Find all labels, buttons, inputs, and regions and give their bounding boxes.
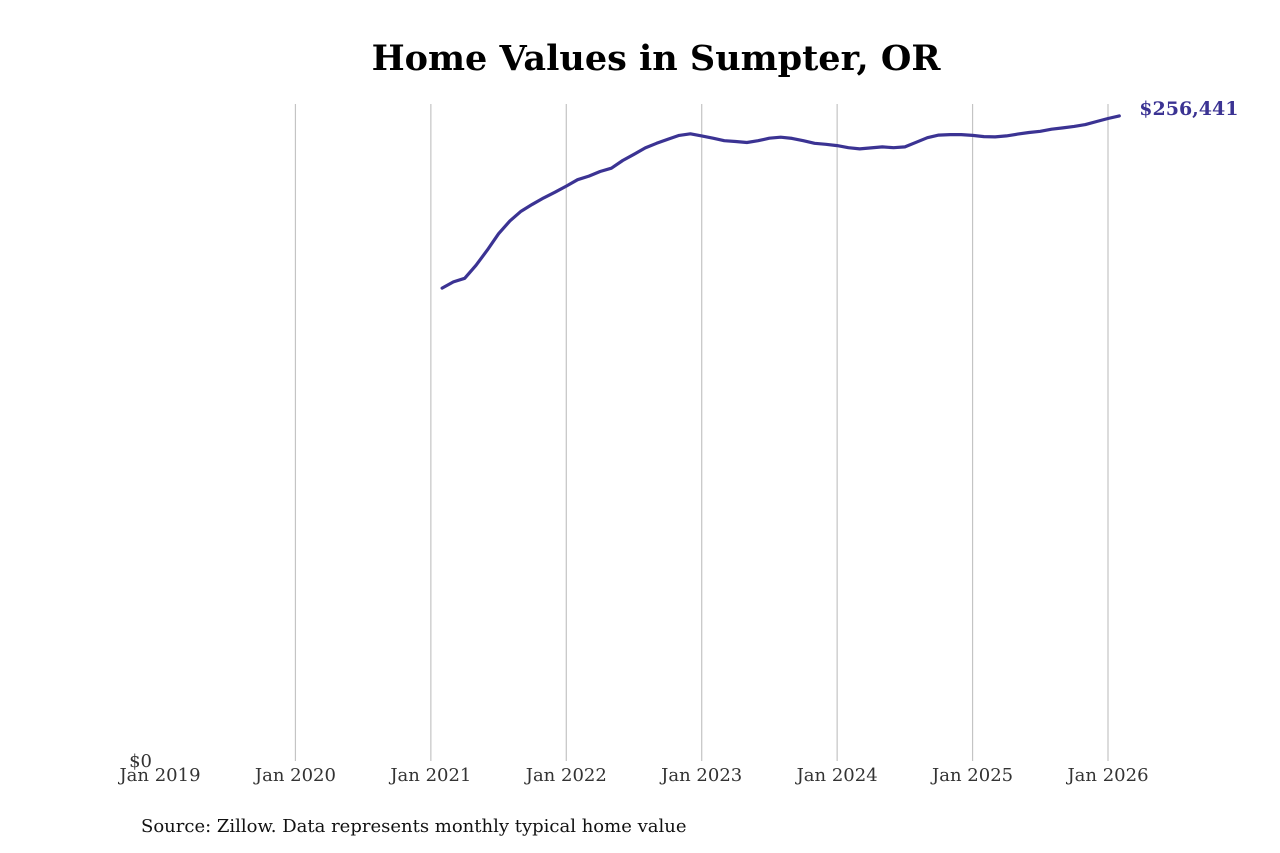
gridlines — [294, 104, 1109, 761]
chart-title: Home Values in Sumpter, OR — [371, 38, 941, 79]
x-tick-label: Jan 2024 — [795, 765, 878, 786]
x-tick-label: Jan 2020 — [253, 765, 336, 786]
x-tick-label: Jan 2021 — [388, 765, 471, 786]
y-tick-label: $0 — [129, 751, 152, 772]
annotations: $256,441 — [1139, 98, 1238, 120]
x-tick-label: Jan 2025 — [930, 765, 1013, 786]
axis-labels: Jan 2019 Jan 2020 Jan 2021 Jan 2022 Jan 2023… — [117, 751, 1148, 786]
end-value-label: $256,441 — [1139, 98, 1238, 120]
source-note: Source: Zillow. Data represents monthly … — [141, 816, 687, 837]
x-tick-label: Jan 2019 — [117, 765, 200, 786]
x-tick-label: Jan 2026 — [1065, 765, 1148, 786]
x-tick-label: Jan 2022 — [524, 765, 607, 786]
series — [440, 114, 1121, 290]
series-line-0 — [440, 114, 1121, 290]
x-tick-label: Jan 2023 — [659, 765, 742, 786]
